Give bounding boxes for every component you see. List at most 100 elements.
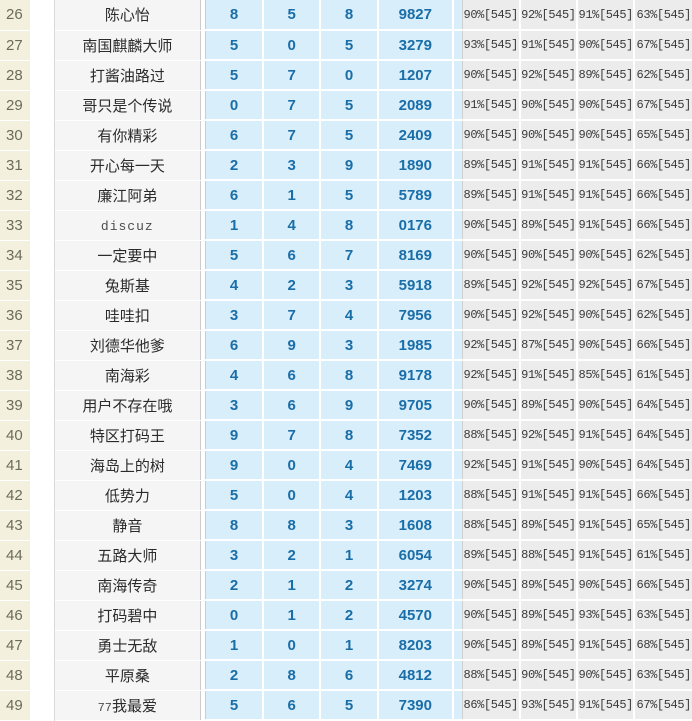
digit-value-1: 6	[205, 180, 264, 211]
user-nickname[interactable]: 勇士无敌	[54, 630, 201, 661]
section-divider	[199, 30, 207, 60]
row-index: 49	[0, 690, 30, 721]
percent-value-4: 65%[545]	[634, 510, 692, 541]
percent-value-4: 63%[545]	[634, 0, 692, 31]
user-nickname[interactable]: 打码碧中	[54, 600, 201, 631]
table-row[interactable]: 26 陈心怡 8 5 8 9827 90%[545] 92%[545] 91%[545] 63%[…	[0, 0, 692, 31]
user-nickname[interactable]: 77我最爱	[54, 690, 201, 721]
user-nickname[interactable]: 哥只是个传说	[54, 90, 201, 121]
user-nickname[interactable]: discuz	[54, 210, 201, 241]
user-nickname[interactable]: 低势力	[54, 480, 201, 511]
index-name-gap	[29, 90, 55, 120]
percent-value-1: 92%[545]	[462, 330, 521, 361]
percent-value-2: 90%[545]	[519, 120, 579, 151]
code-value: 1608	[377, 510, 454, 541]
user-nickname[interactable]: 有你精彩	[54, 120, 201, 151]
code-value: 5789	[377, 180, 454, 211]
index-name-gap	[29, 60, 55, 90]
code-value: 4812	[377, 660, 454, 691]
table-row[interactable]: 30 有你精彩 6 7 5 2409 90%[545] 90%[545] 90%[545] 65%…	[0, 120, 692, 151]
user-nickname[interactable]: 一定要中	[54, 240, 201, 271]
row-index: 45	[0, 570, 30, 601]
percent-value-2: 92%[545]	[519, 60, 579, 91]
user-nickname[interactable]: 南国麒麟大师	[54, 30, 201, 61]
index-name-gap	[29, 660, 55, 690]
table-row[interactable]: 45 南海传奇 2 1 2 3274 90%[545] 89%[545] 90%[545] 66%…	[0, 570, 692, 601]
user-nickname[interactable]: 廉江阿弟	[54, 180, 201, 211]
user-nickname[interactable]: 海岛上的树	[54, 450, 201, 481]
digit-value-3: 5	[320, 690, 379, 721]
code-value: 1890	[377, 150, 454, 181]
table-row[interactable]: 40 特区打码王 9 7 8 7352 88%[545] 92%[545] 91%[545] 64…	[0, 420, 692, 451]
digit-value-2: 0	[262, 630, 322, 661]
table-row[interactable]: 29 哥只是个传说 0 7 5 2089 91%[545] 90%[545] 90%[545] 6…	[0, 90, 692, 121]
digit-value-3: 3	[320, 510, 379, 541]
table-row[interactable]: 43 静音 8 8 3 1608 88%[545] 89%[545] 91%[545] 65%[5…	[0, 510, 692, 541]
percent-value-4: 68%[545]	[634, 630, 692, 661]
digit-value-2: 1	[262, 600, 322, 631]
user-nickname[interactable]: 用户不存在哦	[54, 390, 201, 421]
index-name-gap	[29, 690, 55, 720]
numeric-section-edge	[452, 450, 463, 481]
user-nickname[interactable]: 特区打码王	[54, 420, 201, 451]
table-row[interactable]: 38 南海彩 4 6 8 9178 92%[545] 91%[545] 85%[545] 61%[…	[0, 360, 692, 391]
user-nickname[interactable]: 开心每一天	[54, 150, 201, 181]
digit-value-1: 9	[205, 450, 264, 481]
table-row[interactable]: 35 兔斯基 4 2 3 5918 89%[545] 92%[545] 92%[545] 67%[…	[0, 270, 692, 301]
percent-value-3: 91%[545]	[577, 420, 636, 451]
table-row[interactable]: 46 打码碧中 0 1 2 4570 90%[545] 89%[545] 93%[545] 63%…	[0, 600, 692, 631]
percent-value-3: 92%[545]	[577, 270, 636, 301]
index-name-gap	[29, 630, 55, 660]
percent-value-4: 66%[545]	[634, 480, 692, 511]
table-row[interactable]: 36 哇哇扣 3 7 4 7956 90%[545] 92%[545] 90%[545] 62%[…	[0, 300, 692, 331]
percent-value-1: 90%[545]	[462, 630, 521, 661]
user-nickname[interactable]: 兔斯基	[54, 270, 201, 301]
table-row[interactable]: 28 打酱油路过 5 7 0 1207 90%[545] 92%[545] 89%[545] 62…	[0, 60, 692, 91]
digit-value-2: 4	[262, 210, 322, 241]
numeric-section-edge	[452, 210, 463, 241]
user-nickname[interactable]: 刘德华他爹	[54, 330, 201, 361]
table-row[interactable]: 37 刘德华他爹 6 9 3 1985 92%[545] 87%[545] 90%[545] 66…	[0, 330, 692, 361]
index-name-gap	[29, 120, 55, 150]
section-divider	[199, 240, 207, 270]
user-nickname[interactable]: 静音	[54, 510, 201, 541]
percent-value-2: 89%[545]	[519, 630, 579, 661]
percent-value-1: 90%[545]	[462, 600, 521, 631]
table-row[interactable]: 48 平原桑 2 8 6 4812 88%[545] 90%[545] 90%[545] 63%[…	[0, 660, 692, 691]
user-nickname[interactable]: 陈心怡	[54, 0, 201, 31]
table-row[interactable]: 47 勇士无敌 1 0 1 8203 90%[545] 89%[545] 91%[545] 68%…	[0, 630, 692, 661]
index-name-gap	[29, 330, 55, 360]
index-name-gap	[29, 600, 55, 630]
user-nickname[interactable]: 平原桑	[54, 660, 201, 691]
section-divider	[199, 270, 207, 300]
table-row[interactable]: 34 一定要中 5 6 7 8169 90%[545] 90%[545] 90%[545] 62%…	[0, 240, 692, 271]
percent-value-2: 92%[545]	[519, 0, 579, 31]
table-row[interactable]: 44 五路大师 3 2 1 6054 89%[545] 88%[545] 91%[545] 61%…	[0, 540, 692, 571]
index-name-gap	[29, 150, 55, 180]
table-row[interactable]: 33 discuz 1 4 8 0176 90%[545] 89%[545] 91%[545] 6…	[0, 210, 692, 241]
table-row[interactable]: 39 用户不存在哦 3 6 9 9705 90%[545] 89%[545] 90%[545] 6…	[0, 390, 692, 421]
table-row[interactable]: 32 廉江阿弟 6 1 5 5789 89%[545] 91%[545] 91%[545] 66%…	[0, 180, 692, 211]
user-nickname[interactable]: 打酱油路过	[54, 60, 201, 91]
code-value: 7352	[377, 420, 454, 451]
table-row[interactable]: 41 海岛上的树 9 0 4 7469 92%[545] 91%[545] 90%[545] 64…	[0, 450, 692, 481]
digit-value-2: 1	[262, 180, 322, 211]
numeric-section-edge	[452, 540, 463, 571]
table-row[interactable]: 27 南国麒麟大师 5 0 5 3279 93%[545] 91%[545] 90%[545] 6…	[0, 30, 692, 61]
user-nickname[interactable]: 哇哇扣	[54, 300, 201, 331]
row-index: 40	[0, 420, 30, 451]
user-nickname[interactable]: 南海传奇	[54, 570, 201, 601]
digit-value-1: 5	[205, 480, 264, 511]
section-divider	[199, 60, 207, 90]
digit-value-2: 8	[262, 510, 322, 541]
user-nickname[interactable]: 五路大师	[54, 540, 201, 571]
table-row[interactable]: 42 低势力 5 0 4 1203 88%[545] 91%[545] 91%[545] 66%[…	[0, 480, 692, 511]
user-nickname[interactable]: 南海彩	[54, 360, 201, 391]
section-divider	[199, 510, 207, 540]
table-row[interactable]: 31 开心每一天 2 3 9 1890 89%[545] 91%[545] 91%[545] 66…	[0, 150, 692, 181]
digit-value-3: 2	[320, 600, 379, 631]
section-divider	[199, 90, 207, 120]
percent-value-3: 91%[545]	[577, 150, 636, 181]
percent-value-2: 91%[545]	[519, 180, 579, 211]
table-row[interactable]: 49 77我最爱 5 6 5 7390 86%[545] 93%[545] 91%[545] 67…	[0, 690, 692, 721]
